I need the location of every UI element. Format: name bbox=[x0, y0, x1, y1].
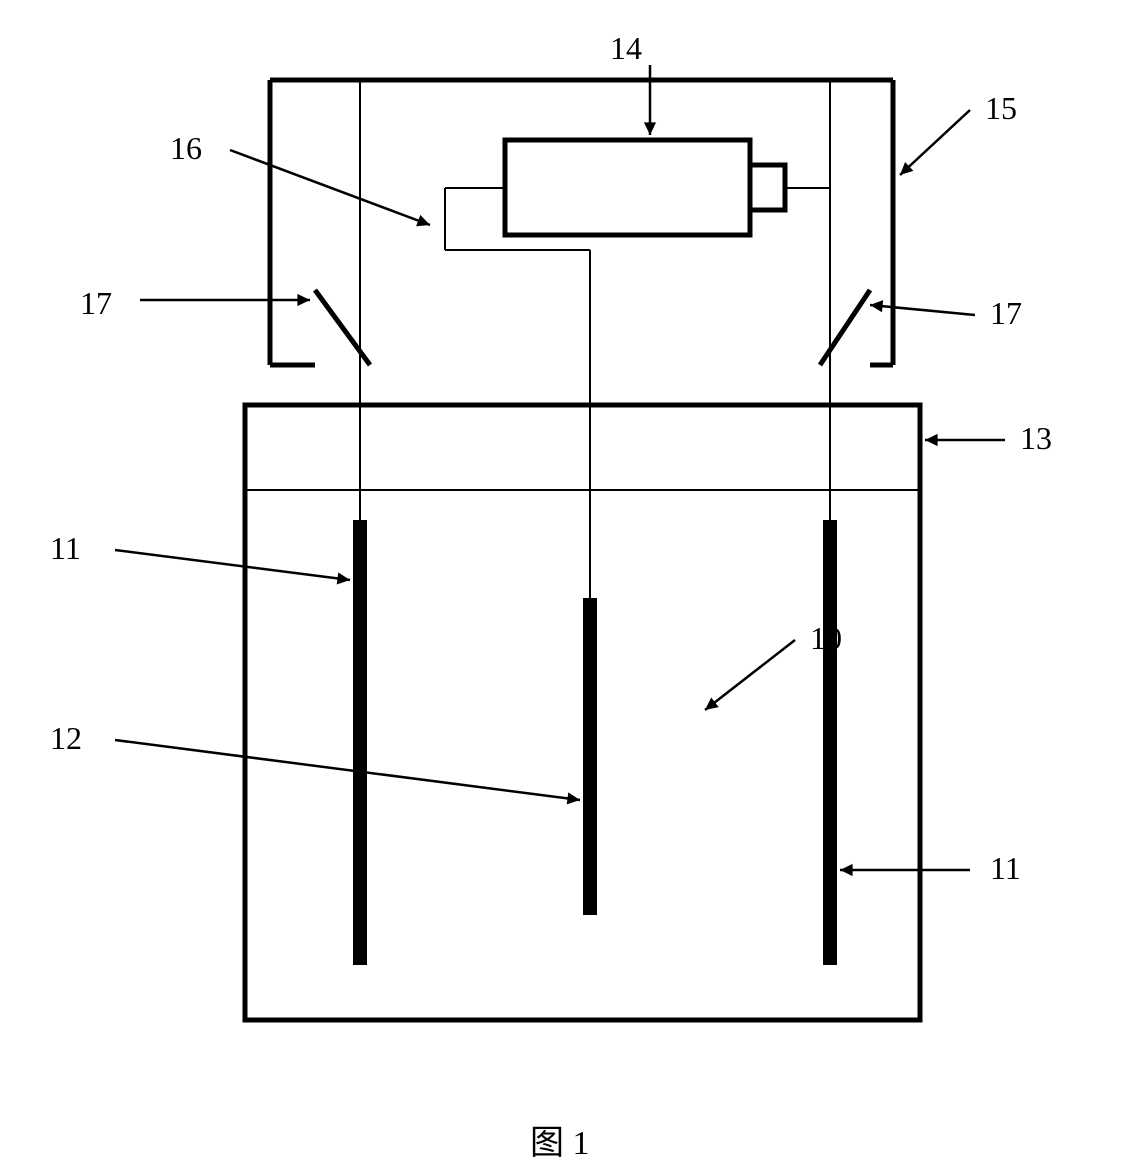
diagram-canvas bbox=[0, 0, 1134, 1172]
label-15: 15 bbox=[985, 90, 1017, 127]
label-11-right: 11 bbox=[990, 850, 1021, 887]
label-16: 16 bbox=[170, 130, 202, 167]
label-14: 14 bbox=[610, 30, 642, 67]
label-17-left: 17 bbox=[80, 285, 112, 322]
label-11-left: 11 bbox=[50, 530, 81, 567]
figure-caption: 图 1 bbox=[530, 1115, 590, 1164]
label-17-right: 17 bbox=[990, 295, 1022, 332]
label-10: 10 bbox=[810, 620, 842, 657]
label-12: 12 bbox=[50, 720, 82, 757]
label-13: 13 bbox=[1020, 420, 1052, 457]
